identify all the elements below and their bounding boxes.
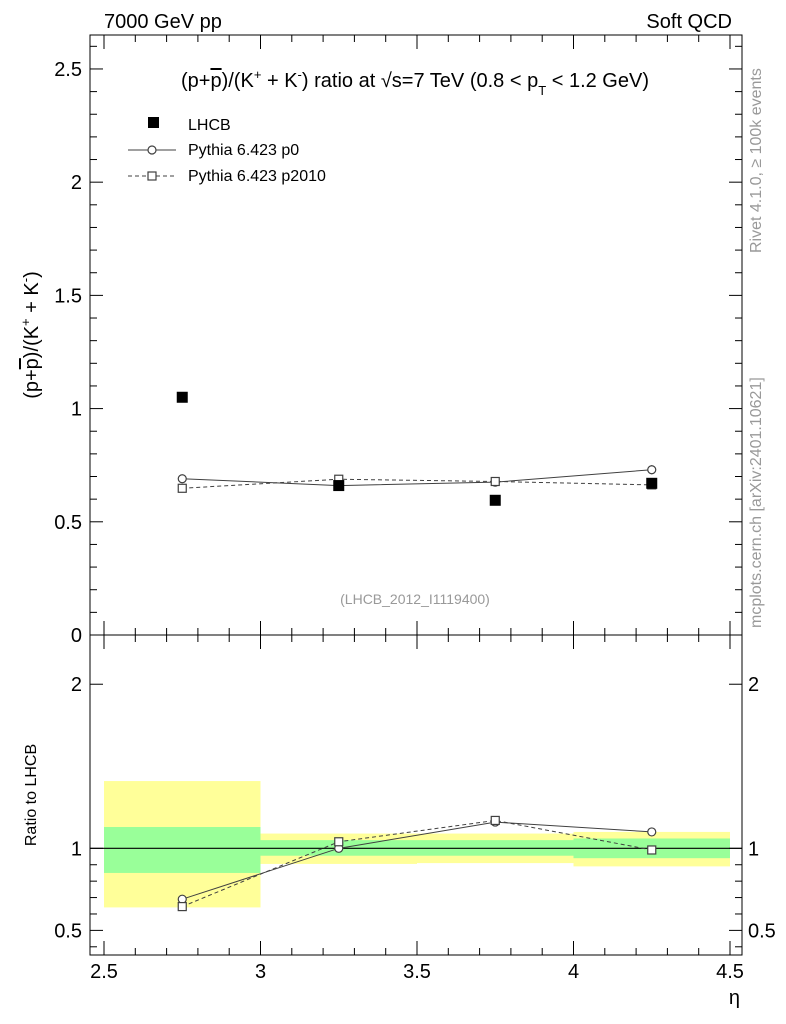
x-tick-labels: 2.5 3 3.5 4 4.5 — [90, 961, 744, 983]
main-y-tick-label: 0 — [71, 625, 82, 647]
main-y-tick-label: 2.5 — [54, 59, 82, 81]
ratio-y-tick-label: 0.5 — [54, 920, 82, 942]
main-point-p2010 — [490, 476, 500, 487]
ratio-y-tick-labels: 0.5 1 2 — [54, 674, 82, 942]
main-line-p2010 — [182, 478, 652, 489]
category-label: Soft QCD — [646, 11, 732, 33]
rivet-version-label: Rivet 4.1.0, ≥ 100k events — [748, 68, 765, 253]
ratio-y-tick-label: 2 — [71, 674, 82, 696]
ratio-point-p0 — [647, 827, 657, 837]
main-ticks — [90, 35, 742, 636]
ratio-point-p2010 — [647, 845, 657, 855]
main-y-tick-label: 1.5 — [54, 285, 82, 307]
ratio-y-tick-label-right: 2 — [748, 674, 759, 696]
legend-marker-p0 — [147, 145, 157, 155]
main-y-tick-label: 0.5 — [54, 512, 82, 534]
legend: LHCB Pythia 6.423 p0 Pythia 6.423 p2010 — [128, 117, 326, 185]
x-tick-label: 2.5 — [90, 961, 118, 983]
ratio-y-tick-label-right: 1 — [748, 838, 759, 860]
legend-label-p2010: Pythia 6.423 p2010 — [188, 168, 326, 185]
x-tick-label: 3.5 — [403, 961, 431, 983]
main-panel: 0 0.5 1 1.5 2 2.5 (p+p)/(K+ + K-) ratio at √s… — [18, 34, 743, 647]
main-line-p0 — [182, 469, 652, 487]
analysis-watermark: (LHCB_2012_I1119400) — [340, 591, 490, 607]
plot-title: (p+p)/(K+ + K-) ratio at √s=7 TeV (0.8 <… — [181, 67, 649, 98]
main-point-lhcb — [646, 477, 658, 489]
ratio-point-p2010 — [334, 837, 344, 847]
main-point-lhcb — [333, 480, 345, 492]
legend-label-lhcb: LHCB — [188, 117, 231, 134]
main-y-axis-label: (p+p)/(K+ + K-) — [18, 271, 43, 399]
legend-marker-p2010 — [147, 171, 157, 181]
energy-label: 7000 GeV pp — [104, 11, 222, 33]
ratio-line-p2010 — [182, 819, 652, 908]
legend-marker-lhcb — [148, 117, 159, 128]
mcplots-credit-label: mcplots.cern.ch [arXiv:2401.10621] — [748, 377, 765, 628]
main-point-p0 — [647, 465, 657, 475]
ratio-y-tick-label-right: 0.5 — [748, 920, 776, 942]
ratio-panel: 0.5 1 2 0.5 1 2 2.5 3 3.5 4 4.5 Ratio to LHCB η — [23, 634, 776, 1009]
x-tick-label: 3 — [255, 961, 266, 983]
main-y-tick-label: 2 — [71, 172, 82, 194]
ratio-band-inner — [104, 827, 261, 873]
ratio-point-p2010 — [490, 815, 500, 826]
main-point-lhcb — [176, 391, 188, 403]
x-tick-label: 4.5 — [716, 961, 744, 983]
main-point-lhcb — [489, 494, 501, 506]
ratio-y-axis-label: Ratio to LHCB — [23, 744, 40, 846]
legend-label-p0: Pythia 6.423 p0 — [188, 142, 299, 159]
ratio-frame — [89, 634, 743, 956]
ratio-y-tick-label: 1 — [71, 838, 82, 860]
main-y-tick-labels: 0 0.5 1 1.5 2 2.5 — [54, 59, 82, 647]
main-point-p2010 — [177, 483, 187, 493]
ratio-ticks — [90, 635, 742, 955]
x-axis-label: η — [729, 987, 740, 1009]
ratio-y-tick-labels-right: 0.5 1 2 — [748, 674, 776, 942]
main-point-p0 — [177, 474, 187, 484]
x-tick-label: 4 — [568, 961, 579, 983]
ratio-point-p2010 — [177, 901, 187, 912]
main-y-tick-label: 1 — [71, 399, 82, 421]
